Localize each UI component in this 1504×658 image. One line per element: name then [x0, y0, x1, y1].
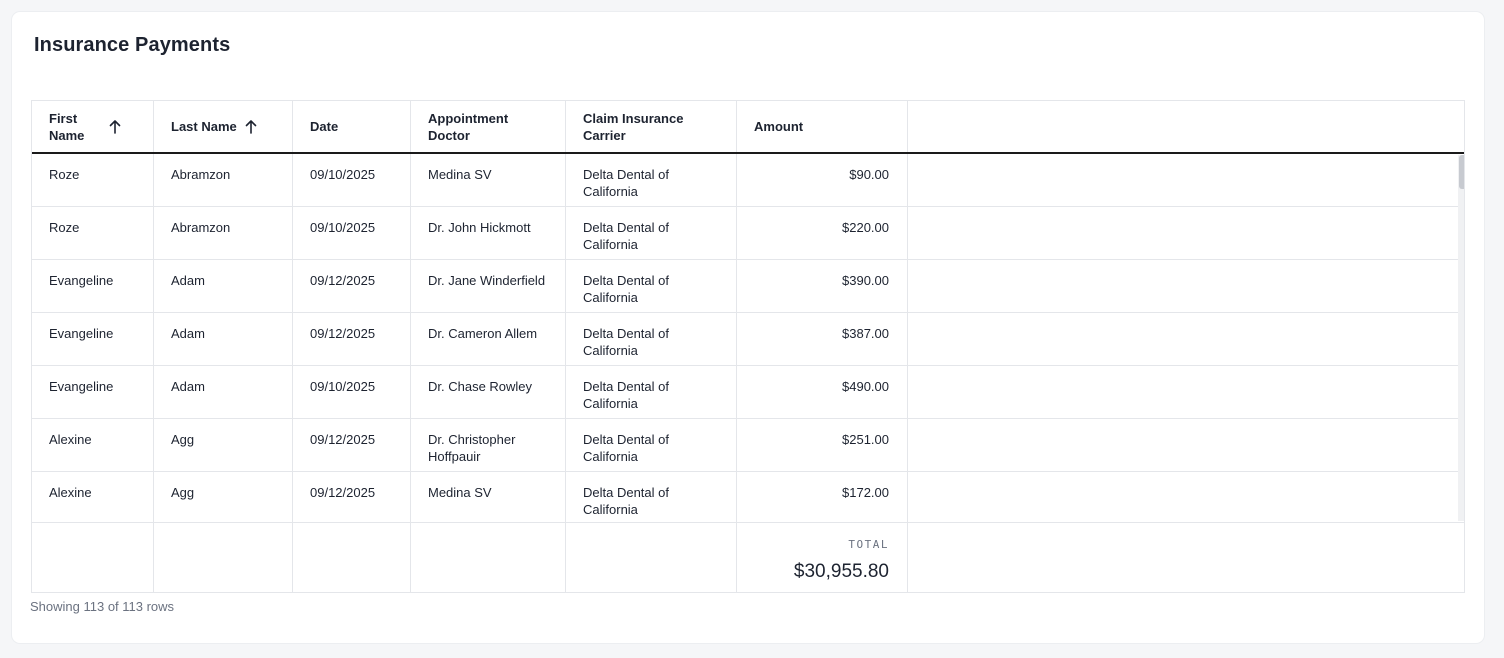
column-header-label: Claim Insurance Carrier	[583, 110, 684, 143]
arrow-up-icon[interactable]	[245, 119, 257, 135]
page-title: Insurance Payments	[34, 34, 231, 56]
column-header-date[interactable]: Date	[293, 101, 411, 152]
column-header-label: Amount	[754, 119, 804, 134]
column-header-label: Last Name	[171, 119, 237, 134]
cell-spacer	[908, 419, 1458, 471]
cell-amount: $90.00	[737, 154, 908, 206]
cell-spacer	[908, 154, 1458, 206]
table-row[interactable]: Evangeline Adam 09/10/2025 Dr. Chase Rowley…	[32, 366, 1464, 419]
footer-total-cell: TOTAL $30,955.80	[737, 523, 908, 592]
cell-last-name: Adam	[154, 260, 293, 312]
cell-date: 09/10/2025	[293, 154, 411, 206]
cell-spacer	[908, 260, 1458, 312]
footer-cell	[411, 523, 566, 592]
table-header: First Name Last Name Date Appointment Do…	[32, 101, 1464, 154]
total-value: $30,955.80	[793, 561, 889, 582]
cell-claim-insurance-carrier: Delta Dental of California	[566, 472, 737, 522]
cell-date: 09/12/2025	[293, 472, 411, 522]
footer-cell	[908, 523, 1464, 592]
cell-last-name: Agg	[154, 472, 293, 522]
cell-claim-insurance-carrier: Delta Dental of California	[566, 313, 737, 365]
cell-appointment-doctor: Medina SV	[411, 154, 566, 206]
column-header-label: Appointment Doctor	[428, 110, 509, 143]
cell-amount: $490.00	[737, 366, 908, 418]
footer-cell	[293, 523, 411, 592]
cell-first-name: Roze	[32, 154, 154, 206]
table-body: Roze Abramzon 09/10/2025 Medina SV Delta Den…	[32, 154, 1464, 522]
cell-first-name: Evangeline	[32, 366, 154, 418]
cell-date: 09/10/2025	[293, 207, 411, 259]
column-header-spacer	[908, 101, 1464, 152]
cell-appointment-doctor: Dr. Chase Rowley	[411, 366, 566, 418]
row-count-status: Showing 113 of 113 rows	[30, 599, 175, 614]
column-header-first-name[interactable]: First Name	[32, 101, 154, 152]
data-table: First Name Last Name Date Appointment Do…	[31, 100, 1465, 593]
footer-cell	[566, 523, 737, 592]
table-row[interactable]: Evangeline Adam 09/12/2025 Dr. Cameron Alle…	[32, 313, 1464, 366]
footer-cell	[32, 523, 154, 592]
cell-claim-insurance-carrier: Delta Dental of California	[566, 366, 737, 418]
cell-date: 09/12/2025	[293, 260, 411, 312]
table-row[interactable]: Roze Abramzon 09/10/2025 Medina SV Delta Den…	[32, 154, 1464, 207]
cell-first-name: Alexine	[32, 419, 154, 471]
cell-claim-insurance-carrier: Delta Dental of California	[566, 419, 737, 471]
cell-date: 09/10/2025	[293, 366, 411, 418]
cell-appointment-doctor: Dr. Christopher Hoffpauir	[411, 419, 566, 471]
cell-amount: $387.00	[737, 313, 908, 365]
column-header-appointment-doctor[interactable]: Appointment Doctor	[411, 101, 566, 152]
cell-first-name: Evangeline	[32, 260, 154, 312]
cell-appointment-doctor: Dr. Jane Winderfield	[411, 260, 566, 312]
table-row[interactable]: Evangeline Adam 09/12/2025 Dr. Jane Winderf…	[32, 260, 1464, 313]
cell-appointment-doctor: Dr. Cameron Allem	[411, 313, 566, 365]
total-label: TOTAL	[848, 538, 889, 551]
cell-amount: $220.00	[737, 207, 908, 259]
cell-last-name: Adam	[154, 313, 293, 365]
table-footer: TOTAL $30,955.80	[32, 522, 1464, 592]
cell-first-name: Evangeline	[32, 313, 154, 365]
insurance-payments-card: Insurance Payments First Name Last Name …	[12, 12, 1484, 643]
cell-amount: $172.00	[737, 472, 908, 522]
table-row[interactable]: Roze Abramzon 09/10/2025 Dr. John Hickmott D…	[32, 207, 1464, 260]
cell-first-name: Alexine	[32, 472, 154, 522]
cell-claim-insurance-carrier: Delta Dental of California	[566, 207, 737, 259]
cell-claim-insurance-carrier: Delta Dental of California	[566, 260, 737, 312]
cell-amount: $251.00	[737, 419, 908, 471]
column-header-amount[interactable]: Amount	[737, 101, 908, 152]
column-header-label: Date	[310, 119, 339, 134]
vertical-scrollbar[interactable]	[1458, 155, 1464, 521]
scrollbar-thumb[interactable]	[1459, 155, 1464, 189]
column-header-last-name[interactable]: Last Name	[154, 101, 293, 152]
cell-claim-insurance-carrier: Delta Dental of California	[566, 154, 737, 206]
column-header-claim-insurance-carrier[interactable]: Claim Insurance Carrier	[566, 101, 737, 152]
cell-first-name: Roze	[32, 207, 154, 259]
cell-date: 09/12/2025	[293, 313, 411, 365]
cell-amount: $390.00	[737, 260, 908, 312]
column-header-label: First Name	[49, 110, 85, 143]
footer-cell	[154, 523, 293, 592]
table-row[interactable]: Alexine Agg 09/12/2025 Medina SV Delta Denta…	[32, 472, 1464, 522]
cell-spacer	[908, 366, 1458, 418]
cell-spacer	[908, 207, 1458, 259]
table-row[interactable]: Alexine Agg 09/12/2025 Dr. Christopher Hoff…	[32, 419, 1464, 472]
cell-appointment-doctor: Medina SV	[411, 472, 566, 522]
cell-spacer	[908, 313, 1458, 365]
cell-appointment-doctor: Dr. John Hickmott	[411, 207, 566, 259]
cell-last-name: Agg	[154, 419, 293, 471]
cell-last-name: Abramzon	[154, 154, 293, 206]
cell-spacer	[908, 472, 1458, 522]
cell-last-name: Abramzon	[154, 207, 293, 259]
cell-last-name: Adam	[154, 366, 293, 418]
arrow-up-icon[interactable]	[109, 119, 121, 135]
cell-date: 09/12/2025	[293, 419, 411, 471]
